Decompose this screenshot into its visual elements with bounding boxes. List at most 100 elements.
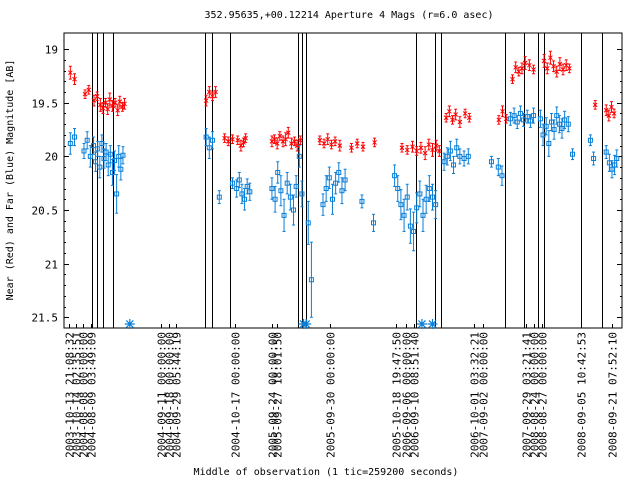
x-tick-label: 2008-09-05 10:42:53: [576, 332, 589, 458]
x-tick-label: 2003-10-13 21:08:32: [64, 332, 77, 458]
data-point: [285, 130, 291, 136]
data-point: [203, 98, 209, 103]
data-point: [213, 89, 218, 95]
data-point: [398, 202, 404, 208]
data-point: [67, 140, 73, 146]
data-point: [537, 116, 543, 122]
data-point: [94, 93, 100, 99]
data-point: [336, 169, 342, 175]
data-point: [210, 93, 215, 99]
data-point: [274, 141, 280, 146]
data-point: [359, 198, 365, 204]
data-point: [120, 104, 125, 110]
data-point: [112, 158, 118, 164]
data-point: [206, 145, 212, 151]
y-tick-label: 21.5: [32, 312, 59, 325]
data-point: [513, 64, 519, 70]
data-point: [122, 101, 127, 107]
data-point: [332, 138, 338, 144]
data-point: [426, 186, 432, 192]
data-point: [614, 156, 620, 162]
data-point: [239, 191, 245, 197]
data-point: [299, 191, 305, 197]
data-point: [229, 180, 235, 186]
x-tick-label: 2004-08-08 00:00:00: [78, 332, 91, 458]
data-point: [560, 67, 566, 72]
data-point: [457, 119, 463, 125]
chart-title: 352.95635,+00.12214 Aperture 4 Mags (r=6…: [205, 10, 494, 21]
x-tick-label: 2005-10-18 19:47:50: [391, 332, 404, 458]
data-point: [611, 111, 617, 116]
data-point: [234, 186, 240, 192]
data-point: [500, 108, 505, 114]
season-marker-lines: [92, 33, 603, 328]
data-point: [465, 153, 471, 159]
data-point: [401, 212, 407, 218]
bottom-star-marker: [301, 319, 312, 329]
data-point: [90, 143, 96, 149]
x-tick-label: 2003-10-14 02:35:51: [71, 332, 84, 458]
data-point: [546, 140, 552, 146]
x-axis-label: Middle of observation (1 tic=259200 seco…: [194, 467, 459, 478]
y-tick-label: 19: [45, 44, 58, 57]
data-point: [462, 111, 468, 116]
data-point: [287, 194, 293, 200]
data-point: [510, 76, 515, 82]
data-point: [360, 144, 366, 150]
data-point: [294, 143, 300, 148]
data-point: [291, 207, 297, 213]
data-point: [72, 134, 78, 140]
x-tick-label: 2006-09-06 00:00:00: [401, 332, 414, 458]
data-point: [87, 153, 93, 159]
data-point: [606, 160, 612, 166]
data-point: [527, 118, 533, 124]
data-point: [289, 141, 294, 146]
data-point: [414, 205, 420, 211]
data-point: [105, 162, 111, 168]
data-point: [242, 196, 248, 202]
data-point: [354, 141, 360, 146]
far-blue-series: [67, 105, 620, 318]
y-tick-label: 21: [45, 259, 58, 272]
data-point: [609, 104, 614, 110]
data-point: [423, 196, 429, 202]
data-point: [329, 142, 334, 147]
data-point: [562, 117, 568, 123]
x-tick-label: 2008-09-21 07:52:10: [607, 332, 620, 458]
y-tick-label: 19.5: [32, 98, 59, 111]
data-point: [526, 62, 532, 68]
data-point: [410, 144, 415, 150]
data-point: [433, 202, 439, 208]
data-point: [337, 143, 343, 148]
data-point: [587, 137, 593, 143]
data-point: [317, 137, 323, 143]
data-point: [429, 194, 435, 200]
data-point: [554, 69, 560, 74]
data-point: [86, 87, 92, 93]
data-point: [230, 136, 235, 142]
data-point: [451, 162, 457, 168]
y-axis: 19 19.5 20 20.5 21 21.5: [32, 44, 622, 325]
data-point: [329, 196, 335, 202]
data-point: [443, 115, 449, 121]
data-point: [95, 146, 101, 152]
data-point: [244, 183, 250, 189]
data-point: [325, 136, 331, 142]
x-tick-label: 2007-09-29 03:21:41: [521, 332, 534, 458]
data-point: [320, 202, 326, 208]
data-point: [521, 117, 527, 123]
data-point: [503, 116, 509, 122]
data-point: [430, 147, 435, 153]
data-point: [216, 194, 222, 200]
data-point: [333, 180, 339, 186]
data-point: [284, 180, 290, 186]
data-point: [308, 277, 314, 283]
data-point: [305, 220, 311, 226]
x-tick-label: 2004-09-29 05:44:19: [171, 332, 184, 458]
near-red-series: [67, 50, 617, 161]
x-tick-label: 2008-08-27 00:00:00: [537, 332, 550, 458]
data-point: [422, 150, 428, 156]
x-tick-label: 2006-10-01 03:32:21: [469, 332, 482, 458]
data-point: [222, 135, 227, 141]
